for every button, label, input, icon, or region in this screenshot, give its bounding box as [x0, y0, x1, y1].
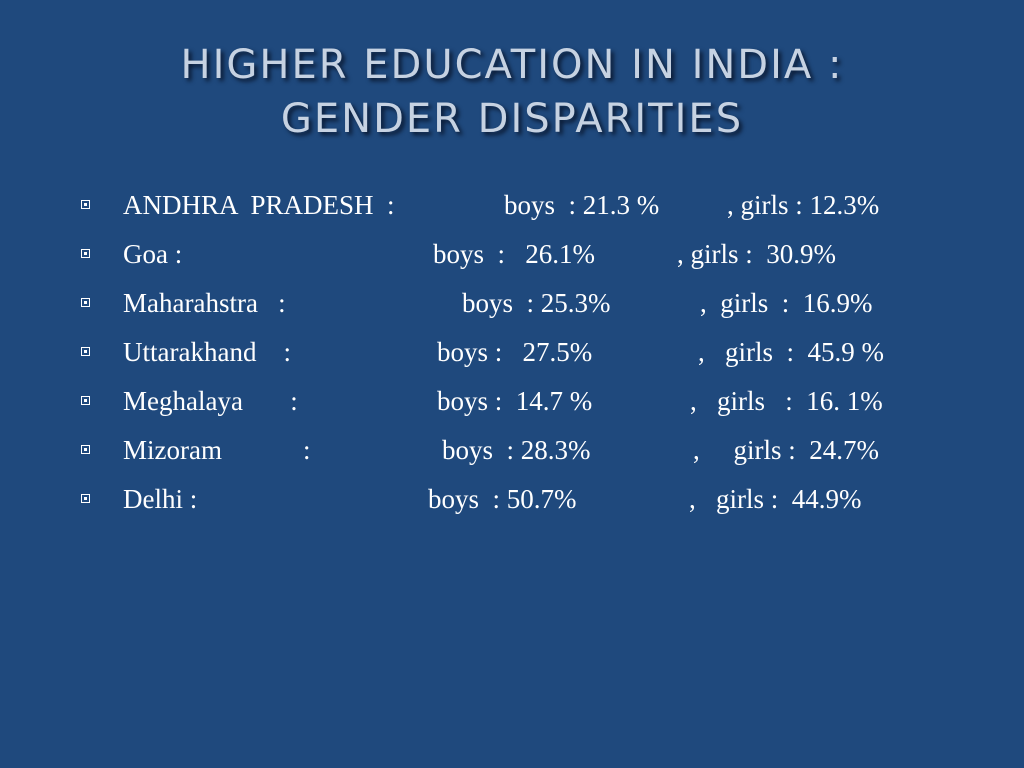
- boys-value: boys : 50.7%: [428, 484, 577, 514]
- state-name: Meghalaya :: [123, 386, 298, 416]
- square-bullet-icon: [81, 249, 90, 258]
- title-line-2: GENDER DISPARITIES: [280, 96, 744, 142]
- square-bullet-icon: [81, 396, 90, 405]
- square-bullet-icon: [81, 347, 90, 356]
- state-name: Mizoram :: [123, 435, 311, 465]
- girls-value: , girls : 44.9%: [689, 484, 862, 514]
- square-bullet-icon: [81, 298, 90, 307]
- state-name: Uttarakhand :: [123, 337, 291, 367]
- boys-value: boys : 28.3%: [442, 435, 591, 465]
- girls-value: , girls : 30.9%: [677, 239, 836, 269]
- list-item: Maharahstra : boys : 25.3% , girls : 16.…: [0, 283, 1024, 332]
- list-item: Goa : boys : 26.1% , girls : 30.9%: [0, 234, 1024, 283]
- list-item: Uttarakhand : boys : 27.5% , girls : 45.…: [0, 332, 1024, 381]
- boys-value: boys : 27.5%: [437, 337, 593, 367]
- square-bullet-icon: [81, 494, 90, 503]
- bullet-list: ANDHRA PRADESH : boys : 21.3 % , girls :…: [0, 185, 1024, 528]
- slide-title: HIGHER EDUCATION IN INDIA : GENDER DISPA…: [0, 38, 1024, 146]
- list-item: ANDHRA PRADESH : boys : 21.3 % , girls :…: [0, 185, 1024, 234]
- state-name: ANDHRA PRADESH :: [123, 190, 395, 220]
- girls-value: , girls : 16.9%: [700, 288, 873, 318]
- list-item: Meghalaya : boys : 14.7 % , girls : 16. …: [0, 381, 1024, 430]
- girls-value: , girls : 45.9 %: [698, 337, 884, 367]
- girls-value: , girls : 12.3%: [727, 190, 880, 220]
- square-bullet-icon: [81, 200, 90, 209]
- girls-value: , girls : 24.7%: [693, 435, 879, 465]
- list-item: Mizoram : boys : 28.3% , girls : 24.7%: [0, 430, 1024, 479]
- title-line-1: HIGHER EDUCATION IN INDIA :: [180, 42, 844, 88]
- boys-value: boys : 14.7 %: [437, 386, 593, 416]
- boys-value: boys : 25.3%: [462, 288, 611, 318]
- state-name: Delhi :: [123, 484, 198, 514]
- square-bullet-icon: [81, 445, 90, 454]
- boys-value: boys : 26.1%: [433, 239, 595, 269]
- list-item: Delhi : boys : 50.7% , girls : 44.9%: [0, 479, 1024, 528]
- boys-value: boys : 21.3 %: [504, 190, 660, 220]
- girls-value: , girls : 16. 1%: [690, 386, 883, 416]
- state-name: Goa :: [123, 239, 183, 269]
- state-name: Maharahstra :: [123, 288, 286, 318]
